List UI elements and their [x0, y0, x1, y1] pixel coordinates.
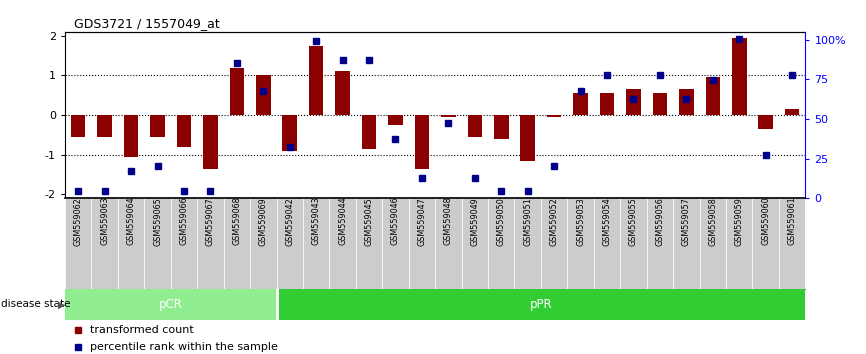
- Bar: [309, 46, 323, 115]
- Bar: [335, 72, 350, 115]
- Bar: [494, 115, 508, 139]
- Bar: [276, 289, 805, 320]
- Text: pPR: pPR: [530, 298, 553, 311]
- Bar: [177, 115, 191, 147]
- Text: disease state: disease state: [1, 299, 70, 309]
- Bar: [468, 115, 482, 137]
- Bar: [388, 115, 403, 125]
- Bar: [65, 289, 276, 320]
- Bar: [547, 115, 561, 117]
- Text: pCR: pCR: [158, 298, 183, 311]
- Bar: [785, 109, 799, 115]
- Bar: [256, 75, 270, 115]
- Bar: [653, 93, 667, 115]
- Bar: [415, 115, 430, 169]
- Bar: [520, 115, 535, 161]
- Bar: [204, 115, 217, 169]
- Bar: [282, 115, 297, 151]
- Text: ▶: ▶: [58, 299, 66, 309]
- Bar: [679, 89, 694, 115]
- Text: percentile rank within the sample: percentile rank within the sample: [90, 342, 278, 352]
- Bar: [97, 115, 112, 137]
- Text: transformed count: transformed count: [90, 325, 194, 335]
- Bar: [362, 115, 377, 149]
- Bar: [626, 89, 641, 115]
- Bar: [759, 115, 773, 129]
- Bar: [124, 115, 139, 156]
- Bar: [441, 115, 456, 117]
- Bar: [600, 93, 614, 115]
- Bar: [732, 38, 746, 115]
- Bar: [150, 115, 165, 137]
- Bar: [71, 115, 86, 137]
- Bar: [706, 78, 721, 115]
- Text: GDS3721 / 1557049_at: GDS3721 / 1557049_at: [74, 17, 219, 30]
- Bar: [573, 93, 588, 115]
- Bar: [229, 68, 244, 115]
